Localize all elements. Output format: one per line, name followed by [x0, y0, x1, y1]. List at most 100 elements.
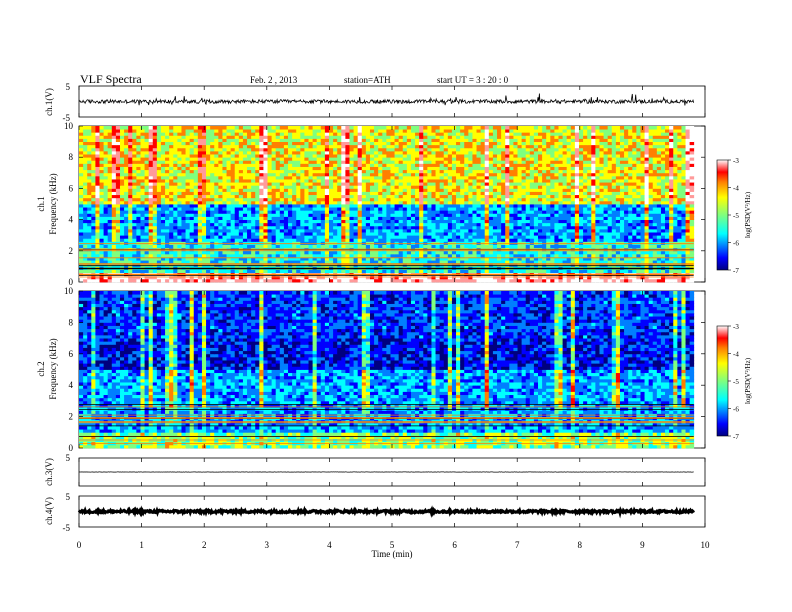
spectrogram-cell [328, 278, 334, 283]
spectrogram-cell [296, 179, 301, 183]
spectrogram-cell [165, 260, 170, 264]
spectrogram-cell [591, 232, 596, 236]
spectrogram-cell [689, 216, 695, 220]
spectrogram-cell [328, 210, 334, 214]
spectrogram-cell [628, 278, 633, 283]
spectrogram-cell [382, 260, 387, 264]
spectrogram-cell [79, 207, 84, 211]
spectrogram-cell [468, 197, 473, 202]
spectrogram-cell [83, 191, 88, 196]
spectrogram-cell [230, 207, 236, 211]
spectrogram-cell [218, 179, 223, 183]
spectrogram-cell [554, 241, 559, 245]
spectrogram-cell [296, 278, 301, 283]
spectrogram-cell [484, 232, 490, 236]
spectrogram-cell [210, 278, 215, 283]
spectrogram-cell [267, 191, 273, 196]
spectrogram-cell [431, 228, 436, 233]
spectrogram-cell [427, 238, 432, 242]
spectrogram-cell [644, 219, 650, 224]
spectrogram-cell [480, 200, 486, 205]
spectrogram-cell [525, 204, 531, 208]
spectrogram-cell [259, 250, 264, 255]
spectrogram-cell [353, 194, 359, 199]
spectrogram-cell [132, 191, 137, 196]
spectrogram-cell [218, 225, 223, 230]
spectrogram-cell [484, 250, 490, 255]
spectrogram-cell [136, 250, 141, 255]
spectrogram-cell [119, 207, 125, 211]
spectrogram-cell [447, 244, 453, 249]
spectrogram-cell [365, 235, 371, 239]
spectrogram-cell [431, 185, 436, 189]
ch1-waveform-ylabel: ch.1(V) [44, 88, 54, 116]
spectrogram-cell [189, 228, 195, 233]
spectrogram-cell [115, 232, 121, 236]
spectrogram-cell [341, 260, 346, 264]
spectrogram-cell [283, 219, 289, 224]
spectrogram-cell [566, 278, 572, 283]
spectrogram-cell [83, 238, 88, 242]
spectrogram-cell [259, 275, 264, 280]
spectrogram-cell [624, 197, 629, 202]
spectrogram-cell [402, 182, 408, 186]
spectrogram-cell [603, 250, 609, 255]
spectrogram-cell [501, 222, 506, 227]
spectrogram-cell [255, 194, 260, 199]
spectrogram-cell [271, 244, 277, 249]
spectrogram-cell [591, 278, 596, 283]
spectrogram-cell [550, 278, 555, 283]
spectrogram-cell [501, 241, 506, 245]
spectrogram-cell [648, 210, 654, 214]
spectrogram-cell [275, 235, 281, 239]
spectrogram-cell [525, 260, 531, 264]
spectrogram-cell [189, 210, 195, 214]
spectrogram-cell [111, 219, 117, 224]
spectrogram-cell [242, 194, 248, 199]
spectrogram-cell [189, 213, 195, 217]
spectrogram-cell [218, 250, 223, 255]
spectrogram-cell [443, 257, 449, 261]
spectrogram-cell [566, 207, 572, 211]
spectrogram-cell [497, 244, 502, 249]
spectrogram-cell [275, 244, 281, 249]
spectrogram-cell [308, 235, 313, 239]
spectrogram-cell [443, 250, 449, 255]
spectrogram-cell [570, 197, 576, 202]
spectrogram-cell [648, 275, 654, 280]
spectrogram-cell [685, 278, 691, 283]
spectrogram-cell [124, 210, 129, 214]
spectrogram-cell [95, 188, 100, 192]
spectrogram-cell [480, 250, 486, 255]
spectrogram-cell [488, 241, 494, 245]
spectrogram-cell [406, 250, 412, 255]
spectrogram-cell [464, 219, 469, 224]
spectrogram-cell [103, 200, 109, 205]
spectrogram-cell [689, 228, 695, 233]
spectrogram-cell [406, 207, 412, 211]
spectrogram-cell [316, 269, 322, 274]
spectrogram-cell [288, 257, 293, 261]
spectrogram-cell [99, 244, 104, 249]
spectrogram-cell [271, 225, 277, 230]
spectrogram-cell [242, 235, 248, 239]
spectrogram-cell [226, 225, 232, 230]
spectrogram-cell [87, 222, 92, 227]
spectrogram-cell [505, 207, 510, 211]
spectrogram-cell [324, 257, 330, 261]
spectrogram-cell [640, 197, 645, 202]
spectrogram-cell [324, 250, 330, 255]
spectrogram-cell [206, 179, 211, 183]
spectrogram-cell [546, 182, 551, 186]
spectrogram-cell [398, 253, 404, 258]
spectrogram-cell [99, 235, 104, 239]
spectrogram-cell [99, 194, 104, 199]
spectrogram-cell [447, 235, 453, 239]
spectrogram-cell [562, 244, 568, 249]
spectrogram-cell [91, 257, 96, 261]
spectrogram-cell [275, 257, 281, 261]
spectrogram-cell [320, 253, 326, 258]
spectrogram-cell [673, 225, 678, 230]
spectrogram-cell [115, 269, 121, 274]
spectrogram-cell [361, 225, 367, 230]
